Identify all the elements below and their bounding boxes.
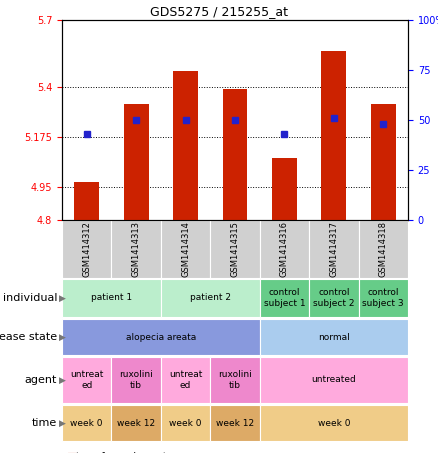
Bar [62,279,161,317]
Text: patient 2: patient 2 [190,294,231,303]
Bar [223,89,247,220]
Text: GSM1414317: GSM1414317 [329,221,339,277]
Bar [111,405,161,441]
Bar [260,357,408,403]
Bar [62,357,111,403]
Bar [210,357,260,403]
Bar [321,51,346,220]
Bar [260,220,309,278]
Text: week 0: week 0 [318,419,350,428]
Text: GSM1414314: GSM1414314 [181,221,190,277]
Bar [359,279,408,317]
Text: GSM1414312: GSM1414312 [82,221,91,277]
Bar [161,220,210,278]
Text: GSM1414313: GSM1414313 [132,221,141,277]
Text: time: time [32,418,57,428]
Text: GSM1414318: GSM1414318 [379,221,388,277]
Bar [173,71,198,220]
Text: GSM1414315: GSM1414315 [230,221,240,277]
Text: control
subject 2: control subject 2 [313,288,355,308]
Text: ruxolini
tib: ruxolini tib [119,370,153,390]
Bar [260,405,408,441]
Bar [371,105,396,220]
Text: control
subject 3: control subject 3 [363,288,404,308]
Text: GSM1414316: GSM1414316 [280,221,289,277]
Text: week 0: week 0 [71,419,103,428]
Text: week 12: week 12 [117,419,155,428]
Text: patient 1: patient 1 [91,294,132,303]
Text: disease state: disease state [0,332,57,342]
Bar [161,405,210,441]
Text: ■: ■ [67,452,78,453]
Bar [161,357,210,403]
Text: ▶: ▶ [59,333,66,342]
Text: untreated: untreated [311,376,356,385]
Bar [260,319,408,355]
Bar [309,220,359,278]
Text: untreat
ed: untreat ed [169,370,202,390]
Bar [210,220,260,278]
Bar [74,182,99,220]
Text: GDS5275 / 215255_at: GDS5275 / 215255_at [150,5,288,18]
Bar [111,357,161,403]
Bar [272,158,297,220]
Bar [161,279,260,317]
Bar [62,220,111,278]
Text: ruxolini
tib: ruxolini tib [218,370,252,390]
Text: agent: agent [25,375,57,385]
Bar [260,279,309,317]
Text: normal: normal [318,333,350,342]
Text: week 0: week 0 [170,419,202,428]
Text: untreat
ed: untreat ed [70,370,103,390]
Bar [309,279,359,317]
Text: ▶: ▶ [59,419,66,428]
Text: ▶: ▶ [59,294,66,303]
Bar [62,405,111,441]
Text: ▶: ▶ [59,376,66,385]
Text: alopecia areata: alopecia areata [126,333,196,342]
Bar [111,220,161,278]
Bar [210,405,260,441]
Bar [62,319,260,355]
Text: transformed count: transformed count [76,452,167,453]
Text: week 12: week 12 [216,419,254,428]
Text: control
subject 1: control subject 1 [264,288,305,308]
Bar [124,105,148,220]
Bar [359,220,408,278]
Text: individual: individual [3,293,57,303]
